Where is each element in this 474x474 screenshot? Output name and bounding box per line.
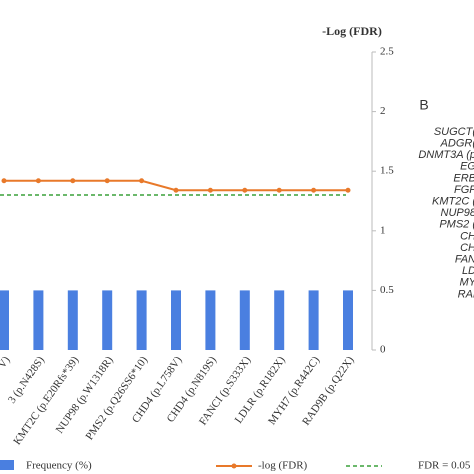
line-point [173,187,179,193]
y-tick-label: 2 [380,105,386,117]
legend-label: -log (FDR) [258,460,308,472]
panel-b-item: ADGR( [440,138,474,150]
panel-b-item: DNMT3A (p [418,149,474,161]
y-tick-label: 1.5 [380,165,394,177]
x-tick-label: V) [0,354,13,371]
y-axis-title: -Log (FDR) [322,24,382,38]
panel-b-item: CH [460,242,474,254]
panel-b-item: EG [460,161,474,173]
line-point [242,187,248,193]
panel-b-item: SUGCT( [434,126,474,138]
panel-b-item: KMT2C ( [432,196,474,208]
bar [67,290,78,350]
line-point [35,178,41,184]
y-tick-label: 0 [380,344,386,356]
bar [0,290,9,350]
y-tick-label: 0.5 [380,284,394,296]
bar [171,290,181,350]
line-point [1,178,7,184]
x-tick-label: KMT2C (p.E20Rfs*39) [11,354,81,447]
bar [205,290,216,350]
bar [136,290,147,350]
bar [239,290,250,350]
line-point [70,178,76,184]
panel-b-item: RAI [458,288,474,300]
legend-swatch [0,460,14,470]
line-point [345,187,351,193]
legend-label: Frequency (%) [26,460,92,472]
bar [274,290,285,350]
line-point [139,178,145,184]
x-tick-label: PMS2 (p.Q26SS6*10) [83,354,150,442]
bar [102,290,113,350]
bar [343,290,353,350]
y-tick-label: 1 [380,224,386,236]
panel-b-item: ERB [453,172,474,184]
bar [308,290,319,350]
panel-b-item: NUP98 [441,207,474,219]
line-point [207,187,213,193]
legend-label: FDR = 0.05 [418,460,471,472]
panel-b-item: FGF [454,184,474,196]
bar [33,290,44,350]
legend-swatch [231,463,237,469]
panel-label: B [419,97,428,113]
line-point [276,187,282,193]
line-point [311,187,317,193]
panel-b-item: MY [460,277,474,289]
panel-b-item: CH [460,230,474,242]
line-point [104,178,110,184]
panel-b-item: FAN [455,254,474,266]
panel-b-item: PMS2 ( [439,219,474,231]
panel-b-item: LD [462,265,474,277]
y-tick-label: 2.5 [380,46,394,58]
panel-b: SUGCT(ADGR(DNMT3A (pEGERBFGFKMT2C (NUP98… [418,126,474,300]
